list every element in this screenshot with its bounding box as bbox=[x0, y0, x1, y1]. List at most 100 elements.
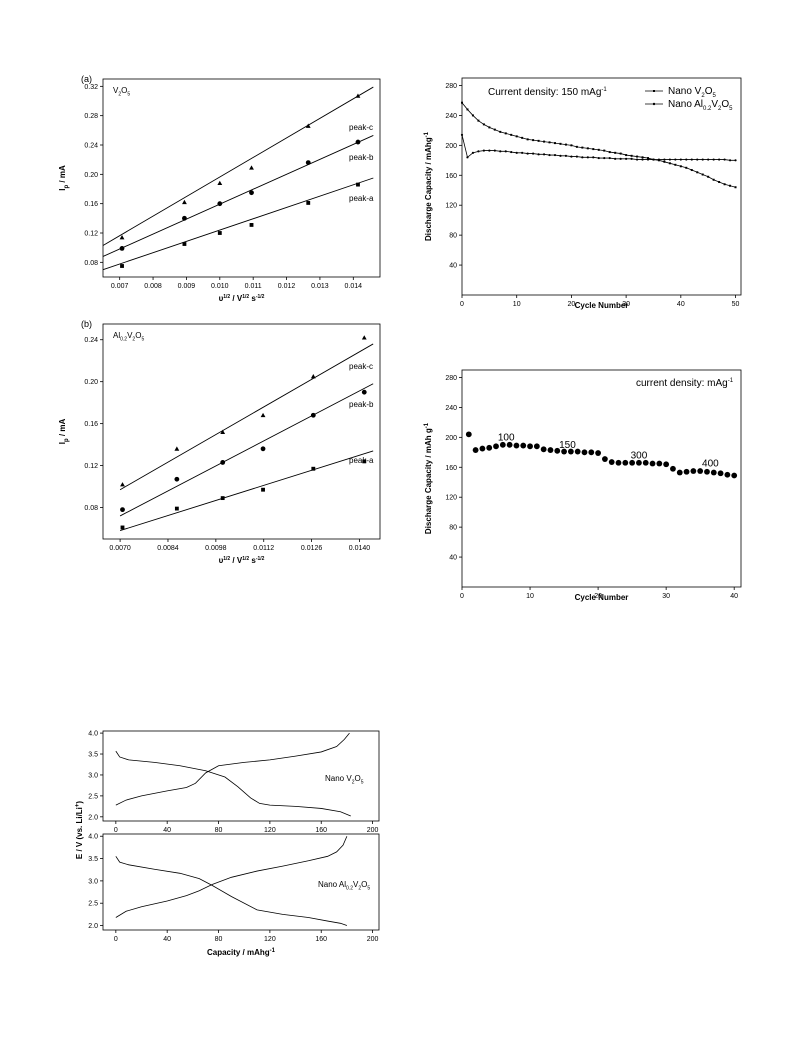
data-point bbox=[656, 460, 663, 467]
data-point bbox=[728, 159, 732, 162]
chart-e-sub0-x-tick-label: 120 bbox=[264, 827, 276, 834]
data-point bbox=[510, 133, 513, 136]
data-point bbox=[635, 158, 639, 161]
y-axis-label: Ip / mA bbox=[58, 165, 70, 191]
data-point bbox=[513, 442, 520, 449]
data-point bbox=[561, 448, 567, 455]
chart-c-y-tick-label: 240 bbox=[445, 113, 457, 120]
curve-discharge bbox=[115, 856, 348, 926]
chart-e-sub1-x-tick-label: 160 bbox=[315, 936, 327, 943]
data-point bbox=[629, 459, 636, 466]
data-point-peak-a bbox=[217, 231, 222, 235]
data-point-peak-a bbox=[220, 496, 225, 501]
data-point bbox=[466, 156, 469, 159]
data-point bbox=[734, 159, 737, 162]
y-axis-label: Ip / mA bbox=[58, 419, 70, 445]
legend-label: Nano V2O5 bbox=[668, 86, 716, 99]
data-point-peak-b bbox=[361, 389, 367, 395]
data-point-peak-a bbox=[249, 223, 254, 227]
data-point bbox=[526, 152, 529, 155]
y-axis-label: Discharge Capacity / mAh g-1 bbox=[424, 422, 433, 534]
data-point bbox=[674, 158, 677, 161]
data-point-peak-c bbox=[260, 412, 266, 418]
data-point bbox=[670, 465, 676, 472]
data-point bbox=[717, 470, 724, 477]
data-point bbox=[625, 157, 628, 160]
data-point bbox=[608, 151, 611, 154]
data-point bbox=[683, 468, 690, 475]
legend-marker bbox=[653, 90, 655, 92]
y-axis-label: E / V (vs. Li/Li+) bbox=[75, 801, 84, 860]
data-point bbox=[537, 153, 540, 156]
data-point-peak-a bbox=[182, 242, 187, 246]
chart-e-sub1-y-tick-label: 3.0 bbox=[88, 878, 98, 885]
chart-b-x-tick-label: 0.0098 bbox=[205, 545, 227, 552]
data-point bbox=[570, 144, 573, 147]
fit-line-peak-b bbox=[102, 135, 374, 257]
data-point-peak-b bbox=[182, 215, 187, 221]
chart-b-x-tick-label: 0.0140 bbox=[349, 545, 371, 552]
data-point bbox=[679, 165, 682, 168]
current-density-label: Current density: 150 mAg-1 bbox=[488, 87, 607, 98]
data-point bbox=[581, 449, 588, 456]
data-point bbox=[499, 150, 502, 153]
data-point bbox=[564, 154, 568, 157]
chart-d-y-tick-label: 200 bbox=[445, 435, 457, 442]
data-point bbox=[724, 471, 731, 478]
data-point bbox=[504, 150, 507, 153]
data-point bbox=[592, 148, 595, 151]
data-point bbox=[559, 142, 562, 145]
data-point bbox=[649, 460, 656, 467]
data-point bbox=[479, 445, 486, 452]
data-point bbox=[532, 152, 535, 155]
data-point bbox=[697, 468, 704, 474]
chart-e-sub0-x-tick-label: 80 bbox=[215, 827, 223, 834]
chart-a-x-tick-label: 0.011 bbox=[245, 283, 262, 290]
data-point bbox=[614, 157, 617, 160]
rate-label: 400 bbox=[702, 459, 719, 470]
data-point bbox=[619, 152, 622, 155]
data-point-peak-b bbox=[310, 412, 316, 418]
data-point bbox=[575, 145, 578, 148]
chart-d-y-tick-label: 40 bbox=[449, 555, 457, 562]
chart-d-x-tick-label: 40 bbox=[730, 593, 738, 600]
data-point bbox=[493, 149, 496, 152]
chart-e-sub0-x-tick-label: 0 bbox=[114, 827, 118, 834]
chart-a-y-tick-label: 0.16 bbox=[84, 201, 98, 208]
data-point bbox=[668, 162, 671, 165]
data-point bbox=[559, 154, 562, 157]
data-point bbox=[488, 149, 491, 152]
data-point bbox=[548, 141, 551, 144]
chart-a-x-tick-label: 0.007 bbox=[111, 283, 129, 290]
data-point bbox=[663, 158, 666, 161]
data-point bbox=[597, 156, 600, 160]
x-axis-label: Cycle Number bbox=[575, 301, 629, 310]
data-point bbox=[685, 158, 688, 161]
data-point bbox=[493, 128, 496, 131]
x-axis-label: Capacity / mAhg-1 bbox=[207, 948, 276, 957]
data-point bbox=[493, 443, 499, 450]
data-point bbox=[588, 449, 595, 456]
data-point bbox=[642, 459, 649, 466]
data-point bbox=[574, 448, 581, 455]
material-label: Nano Al0.2V2O5 bbox=[318, 880, 370, 891]
data-point bbox=[718, 181, 721, 184]
data-point-peak-a bbox=[356, 182, 360, 187]
data-point bbox=[581, 156, 584, 159]
chart-d-y-tick-label: 80 bbox=[449, 525, 457, 532]
data-point bbox=[586, 156, 589, 159]
data-point bbox=[690, 468, 697, 474]
chart-e-sub1-x-tick-label: 200 bbox=[367, 936, 379, 943]
chart-a-x-tick-label: 0.009 bbox=[178, 283, 196, 290]
data-point-peak-c bbox=[120, 482, 125, 487]
data-point-peak-c bbox=[355, 93, 361, 98]
data-point bbox=[499, 130, 502, 133]
chart-c-x-tick-label: 50 bbox=[732, 301, 740, 308]
data-point bbox=[553, 153, 557, 157]
data-point bbox=[586, 147, 589, 150]
series-line-0 bbox=[461, 102, 736, 188]
data-point bbox=[533, 443, 540, 450]
data-point bbox=[622, 459, 629, 466]
data-point bbox=[477, 119, 480, 122]
data-point bbox=[690, 169, 693, 172]
